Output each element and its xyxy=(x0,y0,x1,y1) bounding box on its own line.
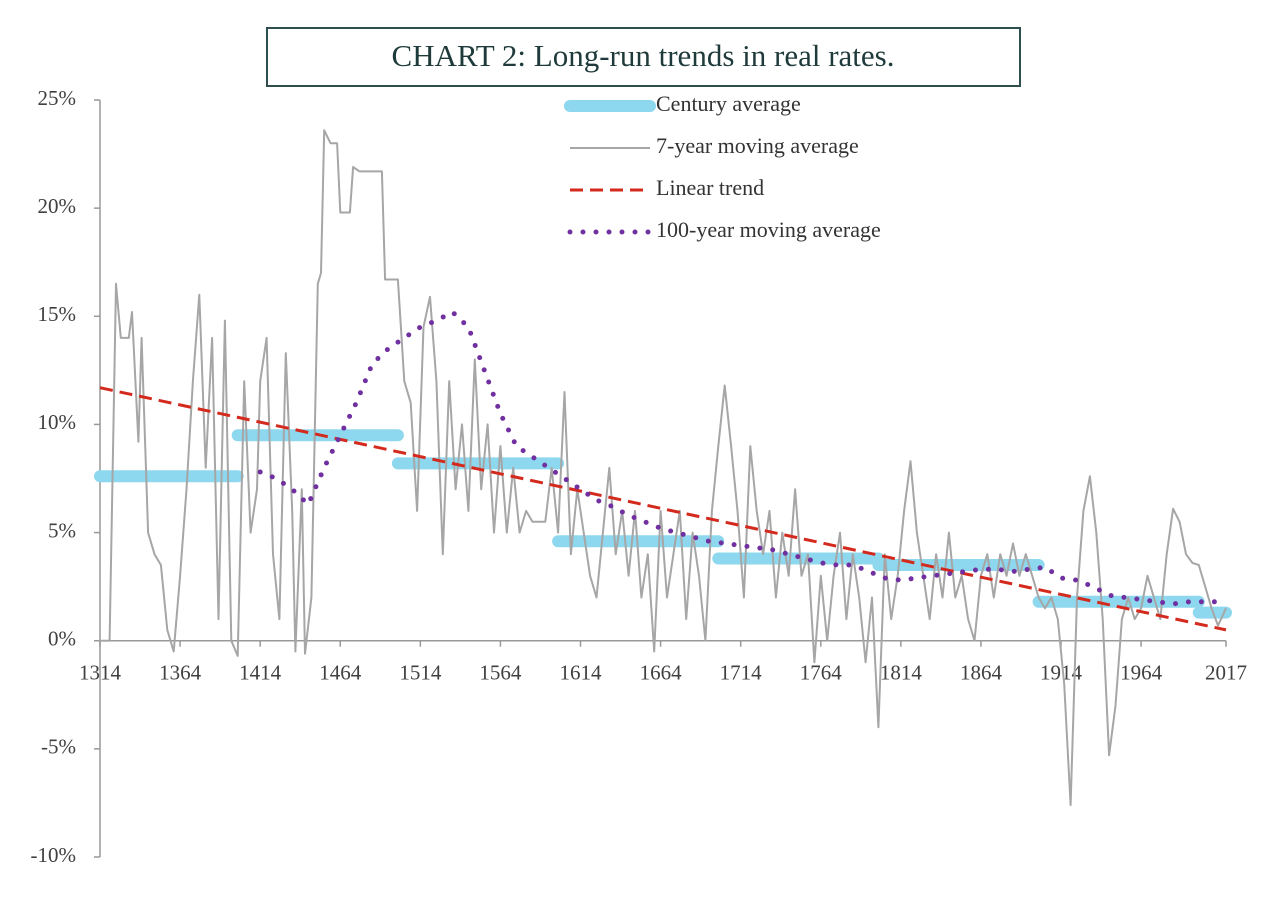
y-tick-label: 15% xyxy=(38,302,77,326)
x-tick-label: 1764 xyxy=(800,661,843,685)
x-tick-label: 1814 xyxy=(880,661,923,685)
x-tick-label: 1664 xyxy=(640,661,683,685)
x-tick-label: 1864 xyxy=(960,661,1003,685)
x-tick-label: 1314 xyxy=(79,661,122,685)
x-tick-label: 1614 xyxy=(560,661,603,685)
y-tick-label: 5% xyxy=(48,518,76,542)
title-box xyxy=(266,27,1021,87)
y-tick-label: 25% xyxy=(38,86,77,110)
y-tick-label: -10% xyxy=(31,843,77,867)
series-line xyxy=(100,129,1227,807)
chart-title: CHART 2: Long-run trends in real rates. xyxy=(392,38,895,73)
legend-label: Century average xyxy=(656,91,801,116)
x-tick-label: 1564 xyxy=(479,661,522,685)
x-tick-label: 1414 xyxy=(239,661,282,685)
series-line xyxy=(99,386,1227,632)
x-tick-label: 1514 xyxy=(399,661,442,685)
y-tick-label: -5% xyxy=(41,735,76,759)
legend-label: 100-year moving average xyxy=(656,217,881,242)
legend-label: 7-year moving average xyxy=(656,133,859,158)
x-tick-label: 2017 xyxy=(1205,661,1247,685)
x-tick-label: 1464 xyxy=(319,661,362,685)
series-line xyxy=(257,309,1229,607)
x-tick-label: 1714 xyxy=(720,661,763,685)
x-tick-label: 1364 xyxy=(159,661,202,685)
y-tick-label: 10% xyxy=(38,410,77,434)
y-tick-label: 0% xyxy=(48,627,76,651)
x-tick-label: 1964 xyxy=(1120,661,1163,685)
legend-label: Linear trend xyxy=(656,175,764,200)
y-tick-label: 20% xyxy=(38,194,77,218)
